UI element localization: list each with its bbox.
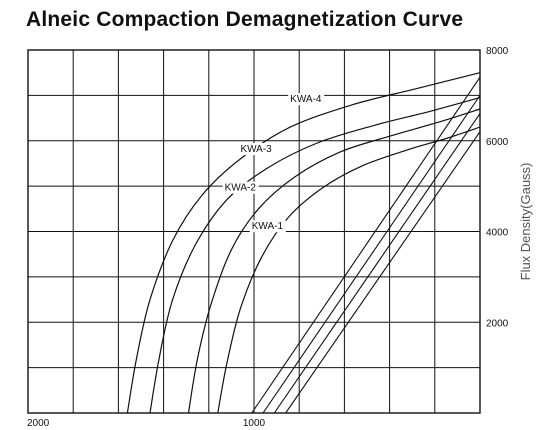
- plot-frame: [27, 49, 481, 414]
- chart-title: Alneic Compaction Demagnetization Curve: [26, 8, 464, 31]
- series-labels: KWA-4 KWA-3 KWA-2 KWA-1: [222, 93, 325, 233]
- series-label-kwa-4: KWA-4: [290, 94, 322, 105]
- curve-kwa-4: [126, 72, 481, 414]
- curve-kwa-2: [187, 108, 481, 414]
- x-tick-label: 1000: [243, 418, 266, 429]
- grid: [28, 50, 480, 413]
- curve-kwa-3: [149, 97, 481, 414]
- series-label-bg: [238, 143, 275, 156]
- load-line: [273, 113, 481, 414]
- y-tick-label: 6000: [486, 137, 509, 148]
- series-label-kwa-1: KWA-1: [252, 221, 284, 232]
- load-line: [285, 131, 481, 414]
- tick-labels: 8000 6000 4000 2000 2000 1000: [27, 46, 509, 429]
- series-label-kwa-3: KWA-3: [240, 144, 272, 155]
- y-axis-label: Flux Density(Gauss): [518, 163, 533, 281]
- series-label-bg: [288, 93, 325, 106]
- series-label-kwa-2: KWA-2: [225, 183, 257, 194]
- curve-kwa-1: [217, 126, 481, 414]
- load-line: [251, 76, 481, 414]
- y-tick-label: 8000: [486, 46, 509, 57]
- y-tick-label: 2000: [486, 318, 509, 329]
- y-tick-label: 4000: [486, 228, 509, 239]
- series-label-bg: [222, 181, 259, 194]
- x-tick-label: 2000: [27, 418, 50, 429]
- load-lines: [251, 76, 481, 414]
- series-label-bg: [249, 220, 286, 233]
- load-line: [262, 95, 481, 414]
- curves: [126, 72, 481, 414]
